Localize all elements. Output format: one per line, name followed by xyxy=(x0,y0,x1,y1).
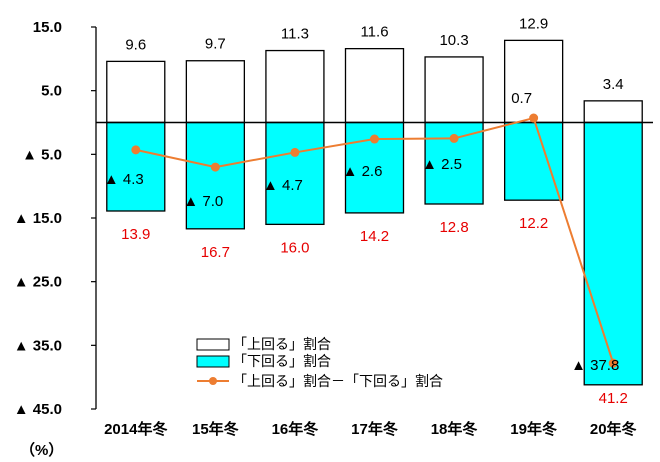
y-tick-label-2: ▲ 5.0 xyxy=(22,146,62,163)
bar-upper-0 xyxy=(107,61,165,122)
x-tick-label-3: 17年冬 xyxy=(351,420,398,438)
x-tick-label-0: 2014年冬 xyxy=(104,420,167,438)
bar-lower-0 xyxy=(107,123,165,211)
lower-value-label-2: 16.0 xyxy=(280,239,309,256)
upper-value-label-2: 11.3 xyxy=(281,26,309,43)
legend-label-difference: 「上回る」割合－「下回る」割合 xyxy=(233,373,443,389)
difference-point-3 xyxy=(370,135,379,144)
upper-value-label-4: 10.3 xyxy=(439,32,468,49)
difference-value-label-0: ▲ 4.3 xyxy=(104,171,144,188)
x-tick-label-1: 15年冬 xyxy=(192,420,239,438)
difference-point-5 xyxy=(529,114,538,123)
lower-value-label-4: 12.8 xyxy=(439,219,468,236)
bar-lower-5 xyxy=(505,123,563,201)
difference-value-label-6: ▲ 37.8 xyxy=(571,357,619,374)
x-tick-label-5: 19年冬 xyxy=(510,420,557,438)
upper-value-label-5: 12.9 xyxy=(519,15,548,32)
y-unit-label: （%） xyxy=(20,441,63,459)
x-tick-label-2: 16年冬 xyxy=(272,420,319,438)
difference-value-label-1: ▲ 7.0 xyxy=(183,193,223,210)
difference-point-2 xyxy=(290,148,299,157)
difference-value-label-4: ▲ 2.5 xyxy=(422,156,462,173)
upper-value-label-3: 11.6 xyxy=(360,24,388,41)
x-tick-label-4: 18年冬 xyxy=(431,420,478,438)
legend-swatch-upper xyxy=(197,339,229,350)
bar-upper-3 xyxy=(346,49,404,123)
y-tick-label-1: 5.0 xyxy=(41,83,62,100)
y-tick-label-0: 15.0 xyxy=(33,19,62,36)
bar-lower-2 xyxy=(266,123,324,225)
legend-label-upper: 「上回る」割合 xyxy=(233,336,331,352)
difference-point-1 xyxy=(211,163,220,172)
legend-swatch-lower xyxy=(197,356,229,367)
lower-value-label-5: 12.2 xyxy=(519,215,548,232)
legend-marker-difference xyxy=(209,377,217,385)
bars xyxy=(107,40,642,384)
upper-value-label-6: 3.4 xyxy=(603,76,624,93)
lower-value-label-3: 14.2 xyxy=(360,228,389,245)
lower-value-label-0: 13.9 xyxy=(121,226,150,243)
bar-upper-2 xyxy=(266,51,324,123)
y-tick-label-3: ▲ 15.0 xyxy=(14,210,62,227)
lower-value-label-1: 16.7 xyxy=(201,244,230,261)
legend: 「上回る」割合「下回る」割合「上回る」割合－「下回る」割合 xyxy=(197,336,443,389)
bar-upper-5 xyxy=(505,40,563,122)
difference-point-0 xyxy=(131,145,140,154)
bar-upper-6 xyxy=(584,101,642,123)
bar-lower-1 xyxy=(186,123,244,229)
bar-lower-6 xyxy=(584,123,642,385)
bar-upper-1 xyxy=(186,61,244,123)
y-tick-label-4: ▲ 25.0 xyxy=(14,274,62,291)
y-tick-label-6: ▲ 45.0 xyxy=(14,401,62,418)
bar-upper-4 xyxy=(425,57,483,123)
y-tick-label-5: ▲ 35.0 xyxy=(14,337,62,354)
x-tick-label-6: 20年冬 xyxy=(590,420,637,438)
difference-value-label-3: ▲ 2.6 xyxy=(343,163,383,180)
upper-value-label-0: 9.6 xyxy=(125,36,146,53)
upper-value-label-1: 9.7 xyxy=(205,36,226,53)
difference-value-label-2: ▲ 4.7 xyxy=(263,177,303,194)
difference-point-4 xyxy=(450,134,459,143)
legend-label-lower: 「下回る」割合 xyxy=(233,353,331,369)
lower-value-label-6: 41.2 xyxy=(599,390,628,407)
difference-value-label-5: 0.7 xyxy=(511,90,532,107)
